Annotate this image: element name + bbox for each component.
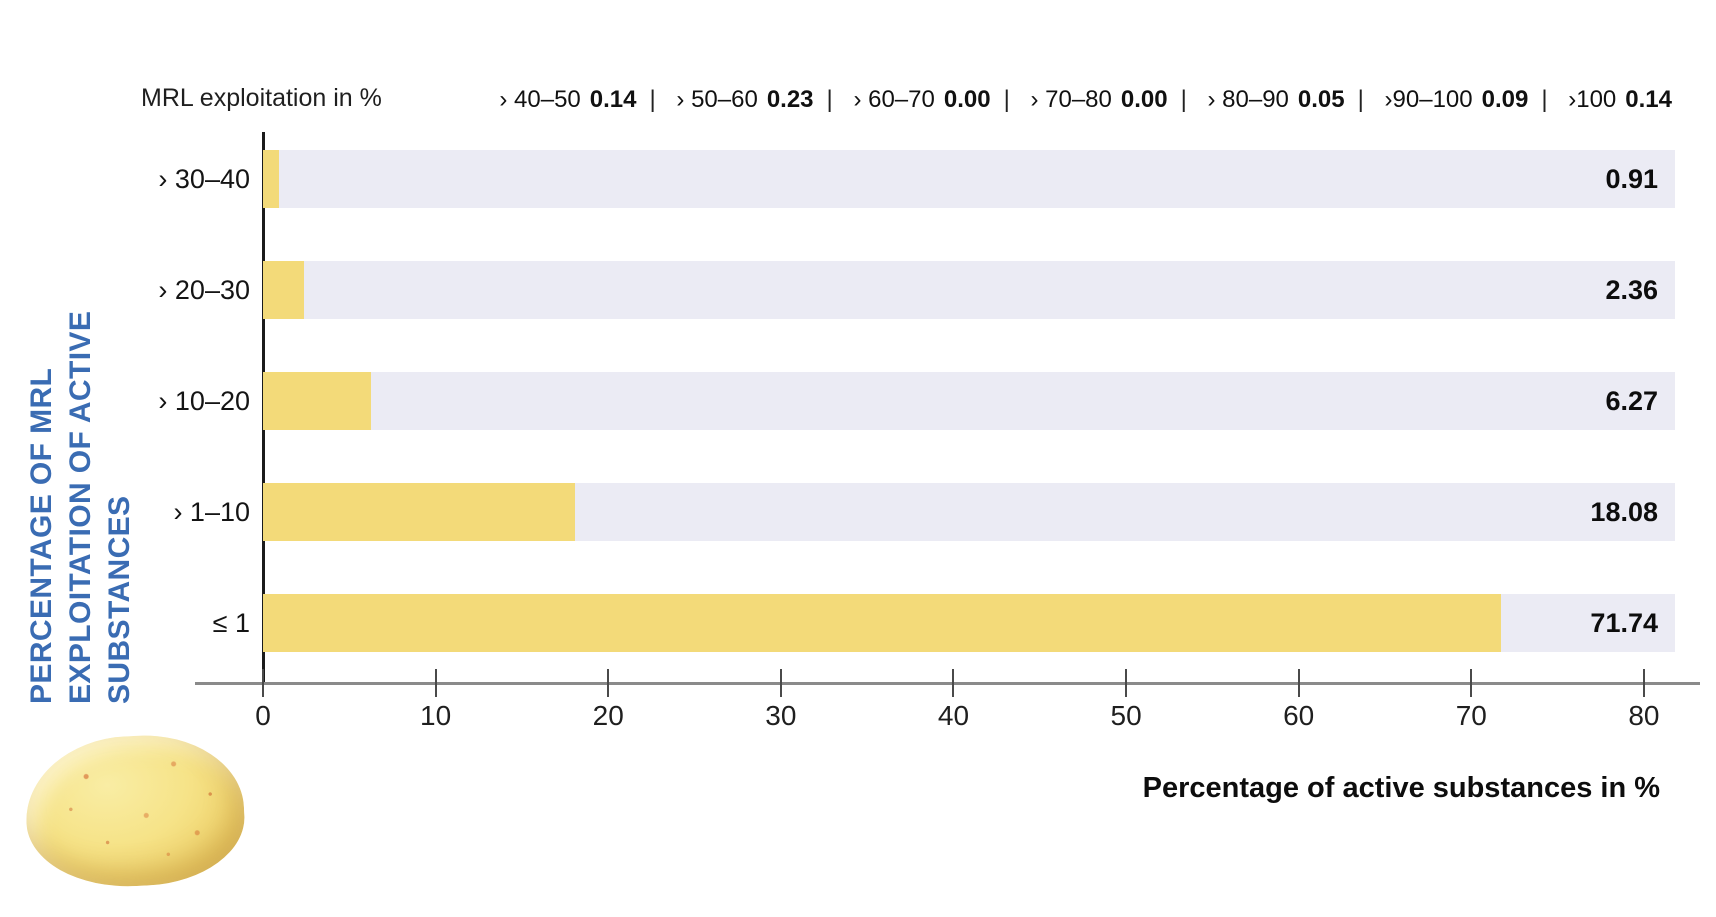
chart-row-30-40: › 30–40 0.91 [0, 150, 1716, 208]
legend-range: › 60–70 [853, 86, 935, 113]
legend-separator: | [1357, 86, 1364, 113]
axis-unit-label: MRL exploitation in % [141, 84, 382, 112]
x-tick [262, 669, 264, 697]
x-tick-label: 70 [1455, 700, 1487, 731]
value-label: 18.08 [1590, 497, 1658, 527]
legend-separator: | [826, 86, 833, 113]
legend-range: › 40–50 [499, 86, 581, 113]
x-tick-label: 20 [592, 700, 624, 731]
x-tick-label: 40 [937, 700, 970, 731]
x-tick [1470, 669, 1473, 697]
legend-separator: | [1180, 86, 1187, 113]
legend-value: 0.23 [766, 86, 814, 113]
legend-range: ›100 [1568, 86, 1617, 113]
bar [263, 372, 372, 430]
bar-track: 0.91 [263, 150, 1675, 208]
chart-row-10-20: › 10–20 6.27 [0, 372, 1716, 430]
x-tick-label: 50 [1110, 700, 1142, 731]
legend-range: › 70–80 [1030, 86, 1112, 113]
x-tick-label: 80 [1628, 700, 1660, 731]
x-tick [779, 669, 782, 697]
legend-range: › 50–60 [676, 86, 758, 113]
value-label: 6.27 [1605, 386, 1658, 416]
legend-separator: | [1541, 86, 1548, 113]
legend-value: 0.09 [1481, 86, 1529, 113]
x-axis-title: Percentage of active substances in % [1142, 772, 1660, 804]
category-label: › 10–20 [158, 386, 250, 416]
legend-range: › 80–90 [1207, 86, 1289, 113]
bar-track: 6.27 [263, 372, 1675, 430]
x-tick [607, 669, 610, 697]
legend-separator: | [649, 86, 656, 113]
category-label: › 30–40 [158, 164, 250, 194]
overflow-bins-legend: › 40–50 0.14 | › 50–60 0.23 | › 60–70 0.00 | ›… [499, 86, 1672, 114]
category-label: › 20–30 [158, 275, 250, 305]
x-axis-ticks: 0 10 20 30 40 50 60 70 80 [255, 0, 1675, 917]
value-label: 2.36 [1605, 275, 1658, 305]
legend-value: 0.00 [1120, 86, 1168, 113]
x-tick [434, 669, 437, 697]
x-axis-line [195, 682, 1700, 685]
bar-track: 2.36 [263, 261, 1675, 319]
bar [263, 483, 576, 541]
value-label: 71.74 [1590, 608, 1658, 638]
x-tick-label: 0 [255, 700, 271, 731]
x-tick [1297, 669, 1300, 697]
x-tick-label: 30 [765, 700, 797, 731]
chart-row-1-10: › 1–10 18.08 [0, 483, 1716, 541]
legend-range: ›90–100 [1384, 86, 1473, 113]
bar [263, 594, 1502, 652]
bar [263, 261, 304, 319]
legend-value: 0.14 [1625, 86, 1672, 113]
x-tick-label: 10 [420, 700, 452, 731]
legend-value: 0.00 [943, 86, 991, 113]
x-tick-label: 60 [1283, 700, 1315, 731]
bar [263, 150, 279, 208]
potato-image [22, 730, 248, 892]
chart-row-20-30: › 20–30 2.36 [0, 261, 1716, 319]
category-label: › 1–10 [173, 497, 250, 527]
value-label: 0.91 [1605, 164, 1658, 194]
bar-track: 71.74 [263, 594, 1675, 652]
bar-track: 18.08 [263, 483, 1675, 541]
x-tick [1125, 669, 1128, 697]
legend-value: 0.14 [589, 86, 637, 113]
x-tick [952, 669, 955, 697]
legend-value: 0.05 [1297, 86, 1345, 113]
x-tick [1642, 669, 1645, 697]
legend-separator: | [1003, 86, 1010, 113]
chart-row-le-1: ≤ 1 71.74 [0, 594, 1716, 652]
category-label: ≤ 1 [212, 608, 250, 638]
